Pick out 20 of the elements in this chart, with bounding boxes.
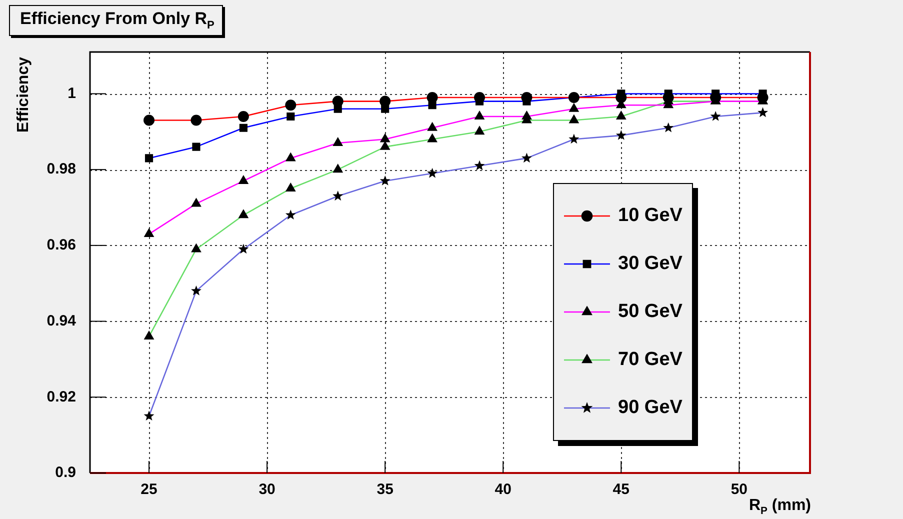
y-tick-label: 1 [68, 84, 76, 102]
chart-title: Efficiency From Only R$_{P}$ [9, 5, 224, 36]
legend-label: 30 GeV [618, 253, 682, 275]
x-tick-label: 25 [140, 481, 158, 498]
x-tick-label: 40 [494, 481, 512, 498]
x-tick-label: 35 [376, 481, 394, 498]
y-tick-label: 0.92 [46, 388, 76, 406]
legend-label: 50 GeV [618, 301, 682, 323]
x-tick-label: 45 [612, 481, 630, 498]
legend-label: 10 GeV [618, 205, 682, 227]
x-tick-label: 50 [730, 481, 748, 498]
x-tick-label: 30 [258, 481, 276, 498]
y-tick-label: 0.96 [46, 236, 76, 254]
y-tick-label: 0.94 [46, 312, 77, 330]
legend-label: 70 GeV [618, 349, 682, 371]
y-axis-title: Efficiency [15, 57, 33, 133]
y-tick-label: 0.98 [46, 160, 76, 178]
legend-label: 90 GeV [618, 397, 682, 419]
y-tick-label: 0.9 [55, 464, 76, 482]
x-axis-title: R$_{P}$ (mm) [748, 497, 811, 518]
